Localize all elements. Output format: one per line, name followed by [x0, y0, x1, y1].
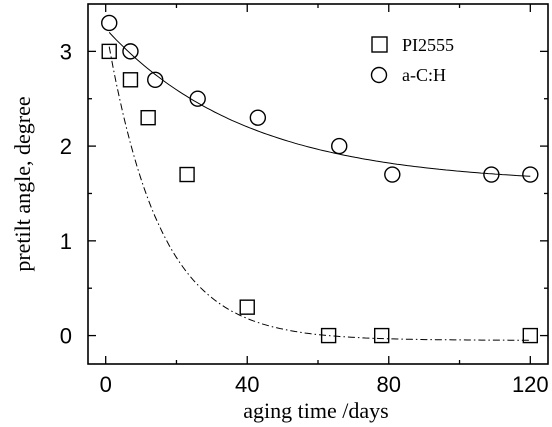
data-point-pi2555 [373, 327, 390, 344]
y-tick-label: 1 [60, 229, 72, 254]
x-tick-label: 0 [100, 372, 112, 397]
legend: PI2555 a-C:H [370, 35, 454, 85]
data-point-pi2555 [239, 299, 255, 315]
data-point-a-c-h [147, 71, 164, 88]
legend-marker-a-c-h [370, 66, 388, 84]
data-markers [101, 14, 539, 344]
y-tick-label: 0 [60, 324, 72, 349]
data-point-a-c-h [331, 137, 348, 155]
data-point-pi2555 [140, 109, 156, 126]
data-point-a-c-h [122, 43, 139, 60]
y-axis-title: pretilt angle, degree [10, 96, 35, 271]
fit-line-pi2555 [108, 46, 531, 341]
legend-label-a-c-h: a-C:H [402, 65, 446, 85]
ticks: 0 40 80 120 0 1 2 3 [60, 4, 549, 397]
legend-marker-pi2555 [371, 36, 388, 53]
y-tick-label: 3 [60, 39, 72, 64]
data-point-a-c-h [384, 166, 401, 183]
data-point-a-c-h [483, 166, 500, 183]
x-tick-label: 80 [377, 372, 401, 397]
data-point-pi2555 [101, 43, 117, 60]
data-point-pi2555 [122, 72, 139, 88]
data-point-a-c-h [249, 109, 267, 126]
legend-label-pi2555: PI2555 [402, 35, 454, 55]
fit-curves [108, 32, 531, 341]
data-point-a-c-h [189, 90, 206, 107]
data-point-pi2555 [522, 327, 539, 344]
y-tick-label: 2 [60, 134, 72, 159]
plot-frame [87, 3, 549, 365]
x-tick-label: 120 [512, 372, 549, 397]
fit-line-a-c-h [108, 32, 531, 177]
data-point-a-c-h [101, 14, 118, 32]
x-axis-title: aging time /days [243, 398, 388, 423]
data-point-pi2555 [179, 166, 195, 183]
data-point-a-c-h [522, 166, 539, 183]
data-point-pi2555 [320, 327, 337, 344]
x-tick-label: 40 [235, 372, 259, 397]
